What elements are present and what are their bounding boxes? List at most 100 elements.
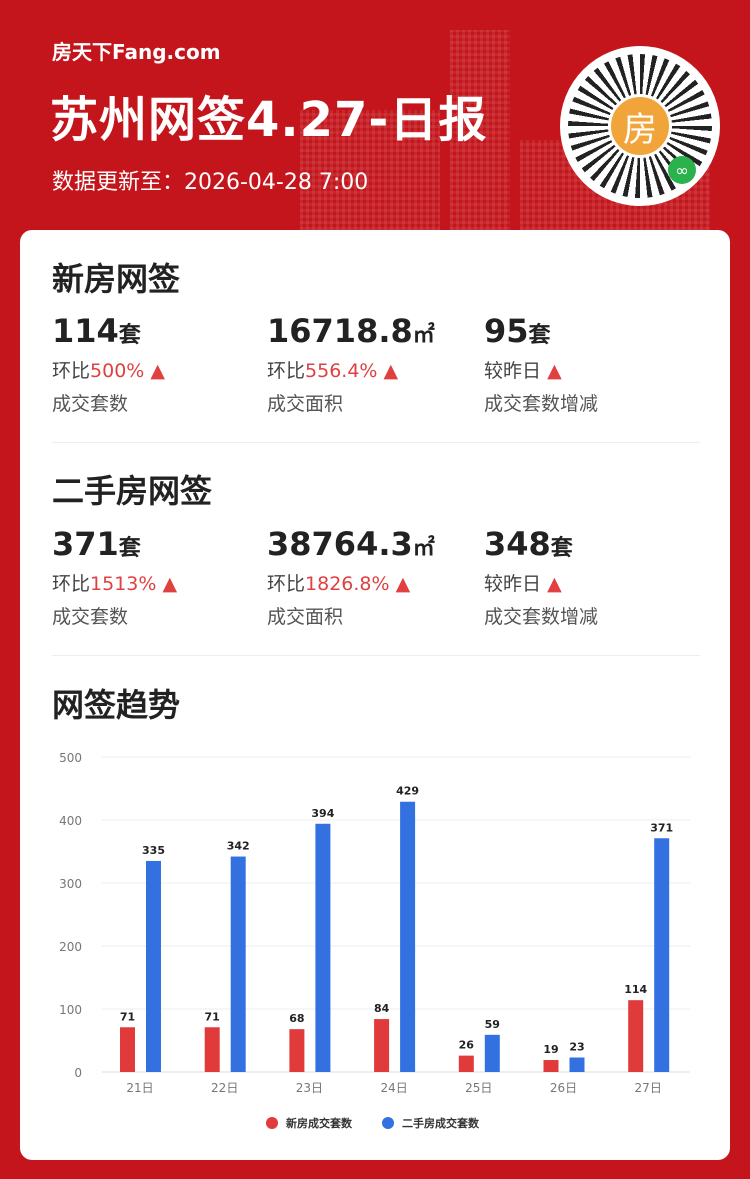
value: 38764.3 bbox=[267, 525, 413, 563]
data-label: 23 bbox=[569, 1041, 584, 1054]
background-building bbox=[300, 110, 440, 230]
stat-change: 较昨日 ▲ bbox=[484, 356, 694, 383]
data-label: 68 bbox=[289, 1012, 304, 1025]
legend-label: 新房成交套数 bbox=[286, 1116, 353, 1130]
change-label: 环比 bbox=[267, 573, 306, 595]
stat-change: 环比1826.8% ▲ bbox=[267, 569, 477, 596]
divider bbox=[52, 655, 700, 656]
stat-new-house: 16718.8㎡ 环比556.4% ▲ 成交面积 bbox=[267, 312, 477, 416]
data-label: 59 bbox=[485, 1018, 500, 1031]
change-value: 556.4% bbox=[305, 360, 378, 382]
stat-value: 95套 bbox=[484, 312, 694, 350]
stat-value: 348套 bbox=[484, 525, 694, 563]
stat-label: 成交面积 bbox=[267, 606, 344, 628]
change-label: 环比 bbox=[267, 360, 306, 382]
y-tick-label: 500 bbox=[59, 751, 82, 765]
data-label: 26 bbox=[459, 1039, 475, 1052]
change-label: 较昨日 bbox=[484, 573, 542, 595]
up-arrow-icon: ▲ bbox=[162, 573, 178, 595]
bar-new-house bbox=[120, 1027, 135, 1072]
stat-second-house: 371套 环比1513% ▲ 成交套数 bbox=[52, 525, 262, 629]
unit: 套 bbox=[528, 323, 551, 348]
data-label: 335 bbox=[142, 844, 165, 857]
change-value: 1826.8% bbox=[305, 573, 390, 595]
bar-second-house bbox=[230, 856, 246, 1072]
stat-value: 114套 bbox=[52, 312, 262, 350]
bar-new-house bbox=[543, 1060, 559, 1072]
bar-second-house bbox=[146, 860, 161, 1072]
value: 16718.8 bbox=[267, 312, 413, 350]
stat-label: 成交面积 bbox=[267, 393, 344, 415]
report-card: 新房网签 二手房网签 网签趋势 bbox=[20, 230, 730, 1160]
bar-new-house bbox=[374, 1019, 390, 1072]
up-arrow-icon: ▲ bbox=[395, 573, 411, 595]
change-label: 较昨日 bbox=[484, 360, 542, 382]
change-label: 环比 bbox=[52, 573, 91, 595]
up-arrow-icon: ▲ bbox=[383, 360, 399, 382]
data-label: 429 bbox=[396, 785, 419, 798]
data-label: 71 bbox=[120, 1010, 135, 1023]
y-tick-label: 300 bbox=[59, 877, 82, 891]
data-label: 371 bbox=[650, 821, 673, 834]
x-tick-label: 24日 bbox=[380, 1081, 407, 1095]
stat-change: 环比556.4% ▲ bbox=[267, 356, 477, 383]
bar-new-house bbox=[628, 1000, 644, 1072]
change-label: 环比 bbox=[52, 360, 91, 382]
legend-label: 二手房成交套数 bbox=[402, 1116, 480, 1130]
stat-label: 成交套数增减 bbox=[484, 393, 599, 415]
x-tick-label: 26日 bbox=[550, 1081, 577, 1095]
bar-second-house bbox=[654, 838, 670, 1072]
stat-new-house: 95套 较昨日 ▲ 成交套数增减 bbox=[484, 312, 694, 416]
stat-change: 较昨日 ▲ bbox=[484, 569, 694, 596]
stat-value: 371套 bbox=[52, 525, 262, 563]
data-label: 71 bbox=[205, 1010, 220, 1023]
unit: 套 bbox=[118, 536, 141, 561]
bar-new-house bbox=[289, 1029, 305, 1072]
divider bbox=[52, 442, 700, 443]
brand-logo: 房天下Fang.com bbox=[52, 40, 221, 64]
value: 371 bbox=[52, 525, 119, 563]
stat-label: 成交套数 bbox=[52, 606, 129, 628]
legend-marker bbox=[266, 1117, 278, 1129]
unit: 套 bbox=[118, 323, 141, 348]
up-arrow-icon: ▲ bbox=[547, 573, 562, 595]
stat-label: 成交套数增减 bbox=[484, 606, 599, 628]
bar-second-house bbox=[400, 801, 416, 1072]
data-label: 84 bbox=[374, 1002, 390, 1015]
up-arrow-icon: ▲ bbox=[150, 360, 166, 382]
stat-value: 16718.8㎡ bbox=[267, 312, 477, 350]
unit: ㎡ bbox=[412, 536, 435, 561]
y-tick-label: 0 bbox=[74, 1066, 82, 1080]
bar-second-house bbox=[484, 1034, 500, 1072]
stat-second-house: 348套 较昨日 ▲ 成交套数增减 bbox=[484, 525, 694, 629]
update-time: 数据更新至：2026-04-28 7:00 bbox=[52, 170, 369, 195]
y-tick-label: 200 bbox=[59, 940, 82, 954]
background-building bbox=[450, 30, 510, 230]
value: 348 bbox=[484, 525, 551, 563]
change-value: 1513% bbox=[90, 573, 157, 595]
unit: ㎡ bbox=[412, 323, 435, 348]
x-tick-label: 23日 bbox=[296, 1081, 323, 1095]
second-house-title: 二手房网签 bbox=[52, 472, 213, 510]
value: 95 bbox=[484, 312, 529, 350]
bar-new-house bbox=[458, 1055, 474, 1072]
stat-value: 38764.3㎡ bbox=[267, 525, 477, 563]
up-arrow-icon: ▲ bbox=[547, 360, 562, 382]
change-value: 500% bbox=[90, 360, 145, 382]
bar-new-house bbox=[204, 1027, 220, 1072]
stat-new-house: 114套 环比500% ▲ 成交套数 bbox=[52, 312, 262, 416]
stat-change: 环比1513% ▲ bbox=[52, 569, 262, 596]
data-label: 394 bbox=[311, 807, 334, 820]
x-tick-label: 21日 bbox=[126, 1081, 153, 1095]
data-label: 342 bbox=[227, 840, 250, 853]
fang-logo-icon: 房 bbox=[608, 94, 672, 158]
y-tick-label: 100 bbox=[59, 1003, 82, 1017]
bar-second-house bbox=[569, 1057, 585, 1072]
stat-change: 环比500% ▲ bbox=[52, 356, 262, 383]
legend-marker bbox=[382, 1117, 394, 1129]
data-label: 19 bbox=[543, 1043, 558, 1056]
new-house-title: 新房网签 bbox=[52, 260, 181, 298]
unit: 套 bbox=[550, 536, 573, 561]
trend-title: 网签趋势 bbox=[52, 686, 181, 724]
bar-second-house bbox=[315, 823, 331, 1072]
